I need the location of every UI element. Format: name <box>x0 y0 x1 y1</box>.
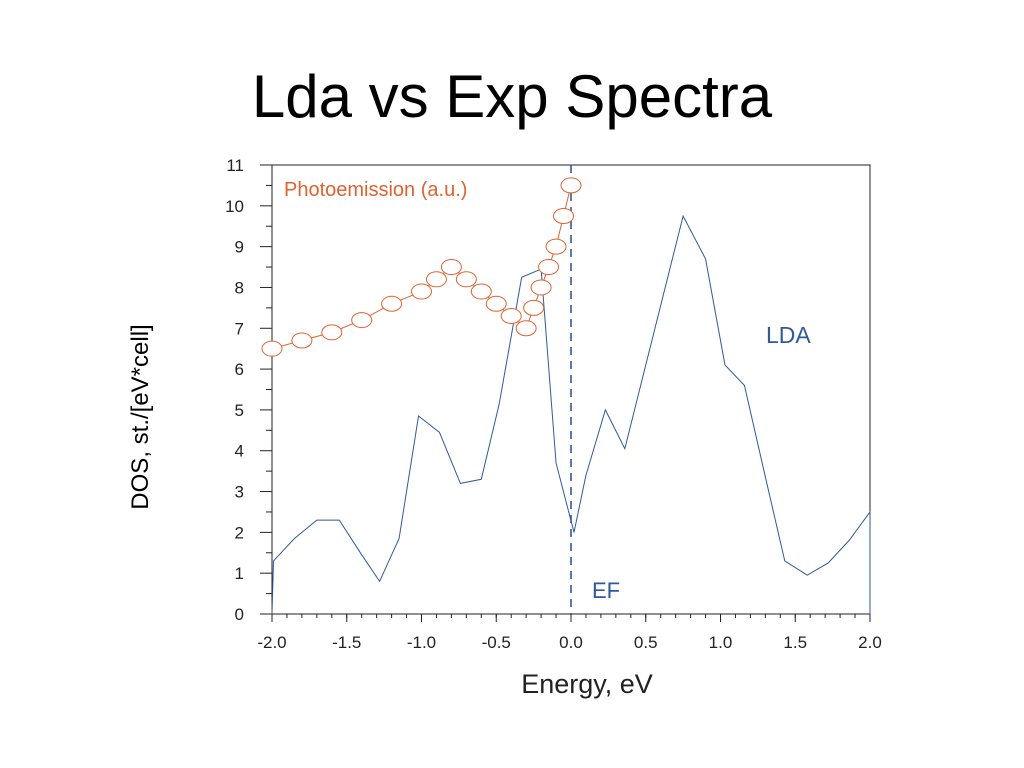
photoemission-point <box>440 259 462 276</box>
y-tick-label: 2 <box>235 523 244 542</box>
y-tick-label: 11 <box>226 156 244 175</box>
photoemission-markers <box>261 177 582 357</box>
x-tick-label: 0.5 <box>634 633 658 652</box>
y-tick-label: 6 <box>235 360 244 379</box>
photoemission-point <box>261 340 283 357</box>
series-line-lda <box>271 214 871 615</box>
x-tick-label: -1.0 <box>407 633 436 652</box>
y-axis-ticks: 0 1 2 3 4 5 6 7 8 9 10 11 <box>225 156 272 624</box>
y-tick-label: 4 <box>235 442 244 461</box>
photoemission-point <box>545 238 567 255</box>
photoemission-point <box>530 279 552 296</box>
photoemission-point <box>411 283 432 300</box>
photoemission-point <box>291 332 313 349</box>
photoemission-point <box>553 208 575 225</box>
x-tick-label: 0.0 <box>559 633 583 652</box>
y-tick-label: 7 <box>235 319 244 338</box>
photoemission-point <box>381 295 403 312</box>
photoemission-point <box>351 312 373 329</box>
photoemission-point <box>500 308 522 325</box>
y-tick-label: 5 <box>235 401 244 420</box>
photoemission-point <box>455 271 477 288</box>
x-tick-label: 1.0 <box>709 633 733 652</box>
photoemission-point <box>538 259 560 276</box>
photoemission-label: Photoemission (a.u.) <box>284 179 467 201</box>
x-tick-label: -0.5 <box>482 633 511 652</box>
photoemission-point <box>560 177 582 194</box>
photoemission-point <box>485 295 507 312</box>
y-axis-title: DOS, st./[eV*cell] <box>127 324 154 509</box>
ef-label: EF <box>592 578 620 603</box>
lda-label: LDA <box>766 322 811 348</box>
y-tick-label: 1 <box>235 564 244 583</box>
x-tick-label: -1.5 <box>332 633 361 652</box>
x-tick-label: 2.0 <box>858 633 882 652</box>
photoemission-point <box>425 271 447 288</box>
y-tick-label: 3 <box>235 483 244 502</box>
slide-title: Lda vs Exp Spectra <box>251 63 773 130</box>
x-tick-label: -2.0 <box>257 633 286 652</box>
y-tick-label: 9 <box>235 238 244 257</box>
y-tick-label: 8 <box>235 278 244 297</box>
x-axis-ticks: -2.0 -1.5 -1.0 -0.5 0.0 0.5 1.0 1.5 2.0 <box>257 614 882 652</box>
photoemission-point <box>470 283 492 300</box>
x-axis-title: Energy, eV <box>521 669 653 699</box>
x-tick-label: 1.5 <box>783 633 807 652</box>
photoemission-point <box>515 320 537 337</box>
photoemission-point <box>523 299 545 316</box>
y-tick-label: 0 <box>235 605 244 624</box>
y-tick-label: 10 <box>225 197 244 216</box>
photoemission-point <box>321 324 343 341</box>
